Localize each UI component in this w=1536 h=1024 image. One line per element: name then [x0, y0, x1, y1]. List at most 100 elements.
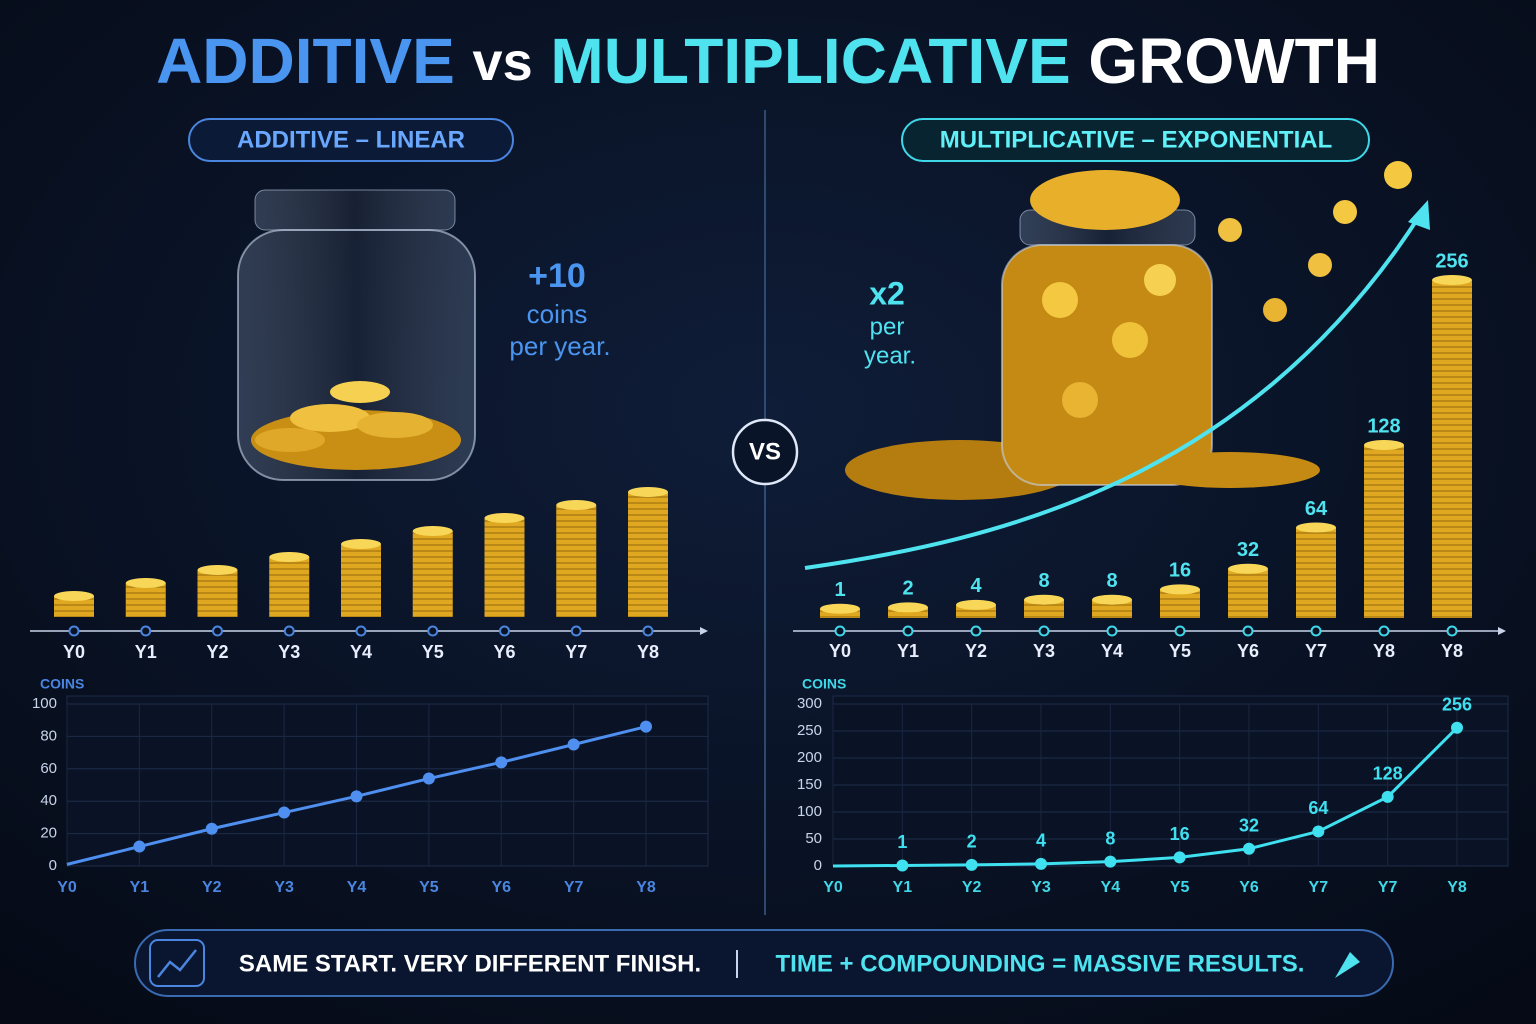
value-label: 16	[1170, 824, 1190, 844]
y-tick-label: 60	[40, 760, 57, 777]
coin-stack-ridges	[197, 570, 238, 617]
x-tick-label: Y8	[1441, 641, 1463, 661]
value-label: 128	[1367, 415, 1400, 437]
title-part: GROWTH	[1088, 25, 1380, 97]
footer-text: TIME + COMPOUNDING = MASSIVE RESULTS.	[776, 950, 1305, 977]
coin-stack-ridges	[888, 607, 928, 618]
x-tick-label: Y8	[636, 879, 656, 896]
axis-dot	[1174, 625, 1186, 637]
x-tick-label: Y3	[1033, 641, 1055, 661]
axis-dot	[970, 625, 982, 637]
panel-label: MULTIPLICATIVE – EXPONENTIAL	[940, 126, 1332, 153]
coin-stack-ridges	[1092, 599, 1132, 618]
rocket-icon	[1335, 952, 1360, 978]
x-tick-label: Y2	[202, 879, 222, 896]
axis-dot	[499, 625, 510, 637]
x-tick-label: Y7	[1309, 879, 1329, 896]
point	[495, 756, 508, 769]
axis-dot	[283, 625, 295, 637]
point	[205, 822, 218, 835]
coin-top	[628, 487, 668, 497]
x-tick-label: Y7	[564, 879, 584, 896]
y-tick-label: 250	[797, 722, 822, 739]
x-tick-label: Y2	[962, 879, 982, 896]
coin-top	[54, 591, 94, 601]
coin-stack-ridges	[628, 492, 668, 617]
point	[1381, 790, 1394, 803]
point	[1451, 721, 1463, 734]
coin-stack-ridges	[1228, 568, 1268, 618]
coin-top	[1432, 275, 1472, 285]
axis-dot	[642, 625, 654, 637]
x-tick-label: Y6	[491, 879, 511, 896]
coin-top	[1364, 440, 1404, 450]
point	[133, 840, 146, 853]
coin-stack-ridges	[1024, 599, 1064, 618]
coin-top	[1160, 584, 1200, 595]
footer-text: SAME START. VERY DIFFERENT FINISH.	[239, 950, 701, 977]
coin-top	[412, 526, 453, 536]
value-label: 4	[1036, 831, 1046, 851]
growth-arrow	[804, 213, 1422, 570]
value-label: 32	[1237, 539, 1259, 561]
value-label: 128	[1373, 764, 1403, 784]
point	[1104, 855, 1117, 868]
coin-top	[956, 599, 996, 610]
coin-top	[820, 603, 860, 614]
coin-stack-ridges	[556, 505, 597, 617]
y-tick-label: 80	[40, 727, 57, 744]
value-label: 16	[1169, 560, 1191, 582]
axis-title: COINS	[802, 676, 846, 692]
x-tick-label: Y1	[135, 642, 157, 662]
coin-stack-ridges	[1364, 445, 1404, 618]
y-tick-label: 300	[797, 695, 822, 712]
coin-stack-ridges	[1296, 527, 1336, 618]
coin-top	[197, 565, 238, 575]
coin-stack-ridges	[484, 518, 525, 617]
axis-dot	[212, 625, 223, 637]
point	[1035, 857, 1047, 870]
x-tick-label: Y7	[565, 642, 587, 662]
coin-stack-ridges	[269, 557, 310, 617]
x-tick-label: Y5	[419, 879, 439, 896]
axis-dot	[1310, 625, 1322, 637]
value-label: 32	[1239, 815, 1259, 835]
x-tick-label: Y0	[63, 642, 85, 662]
x-tick-label: Y2	[206, 642, 228, 662]
coin-top	[1228, 563, 1268, 574]
note: per	[870, 313, 905, 340]
note: x2	[869, 275, 905, 311]
x-tick-label: Y0	[823, 879, 843, 896]
value-label: 2	[967, 832, 977, 852]
value-label: 64	[1305, 498, 1328, 520]
axis-arrow	[700, 627, 708, 635]
x-tick-label: Y6	[1239, 879, 1259, 896]
jar-illustration	[845, 161, 1412, 500]
vs-text: VS	[749, 438, 781, 465]
x-tick-label: Y6	[1237, 641, 1259, 661]
title: ADDITIVE vs MULTIPLICATIVE GROWTH	[156, 25, 1380, 97]
point	[422, 772, 435, 785]
coin-top	[269, 552, 310, 562]
footer-box	[134, 929, 1394, 997]
point	[896, 859, 909, 872]
coin-stack-ridges	[412, 531, 453, 617]
coin-top	[125, 578, 166, 588]
value-label: 1	[834, 579, 845, 601]
y-tick-label: 100	[797, 803, 822, 820]
y-tick-label: 20	[40, 825, 57, 842]
x-tick-label: Y2	[965, 641, 987, 661]
axis-dot	[834, 625, 846, 637]
coin-top	[484, 513, 525, 523]
x-tick-label: Y4	[1101, 641, 1123, 661]
x-tick-label: Y1	[893, 879, 913, 896]
axis-dot	[427, 625, 439, 637]
note: coins	[527, 299, 588, 329]
title-part: ADDITIVE	[156, 25, 455, 97]
jar-illustration	[237, 189, 476, 481]
note: per year.	[509, 331, 610, 361]
x-tick-label: Y5	[422, 642, 444, 662]
point	[640, 720, 652, 733]
point	[1173, 851, 1186, 864]
note: year.	[864, 342, 916, 369]
